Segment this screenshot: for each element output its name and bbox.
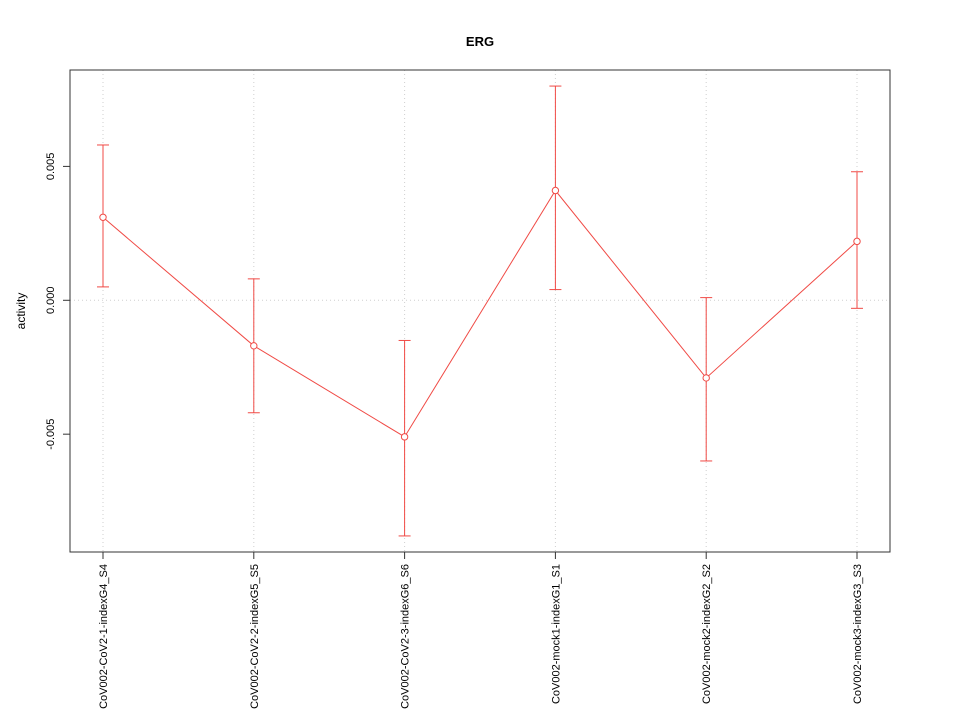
data-point-marker <box>400 433 409 441</box>
data-point-marker <box>250 342 258 350</box>
y-tick-label: 0.005 <box>45 153 57 181</box>
data-point-marker <box>702 374 710 382</box>
plot-box <box>69 69 891 553</box>
data-point-marker <box>99 213 107 221</box>
x-tick-label: CoV002-mock3-indexG3_S3 <box>852 564 864 704</box>
x-tick-label: CoV002-mock1-indexG1_S1 <box>550 564 562 704</box>
y-tick-label: -0.005 <box>45 419 57 450</box>
data-point-marker <box>853 237 861 246</box>
x-tick-label: CoV002-CoV2-1-indexG4_S4 <box>98 564 110 709</box>
y-tick-label: 0.000 <box>45 287 57 315</box>
series-line <box>102 189 858 438</box>
x-tick-label: CoV002-CoV2-2-indexG5_S5 <box>249 564 261 709</box>
x-tick-label: CoV002-mock2-indexG2_S2 <box>701 564 713 704</box>
y-axis-title: activity <box>14 293 28 330</box>
chart-title: ERG <box>465 34 495 49</box>
x-tick-label: CoV002-CoV2-3-indexG6_S6 <box>400 564 412 709</box>
data-point-marker <box>551 186 560 195</box>
